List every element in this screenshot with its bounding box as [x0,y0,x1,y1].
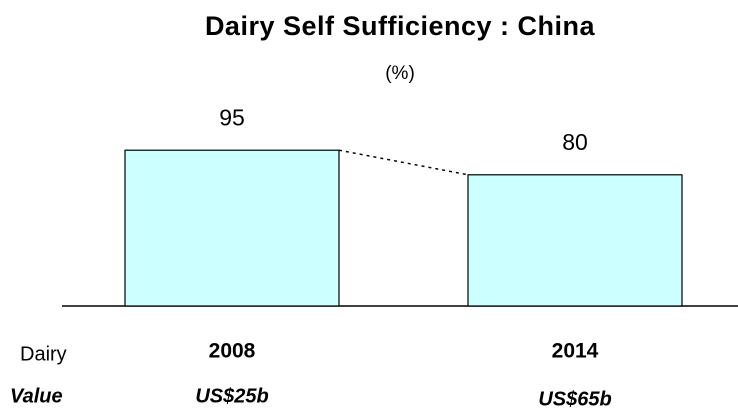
bar [467,174,683,307]
secondary-value: US$25b [195,385,268,407]
data-label: 95 [219,104,245,130]
row-label: Value [10,385,63,407]
secondary-value: US$65b [538,388,611,410]
connector-line [338,149,469,176]
x-tick-label: 2008 [209,340,256,363]
data-label: 80 [562,129,588,155]
bar [124,149,340,307]
row-label: Dairy [20,343,67,365]
chart-title: Dairy Self Sufficiency : China [205,11,596,41]
x-tick-label: 2014 [552,340,599,363]
chart-subtitle: (%) [385,63,415,84]
